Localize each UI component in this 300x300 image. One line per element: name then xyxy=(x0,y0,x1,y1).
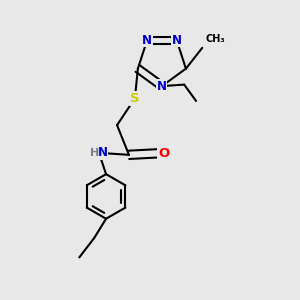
Text: H: H xyxy=(89,148,99,158)
Text: N: N xyxy=(172,34,182,47)
Text: CH₃: CH₃ xyxy=(206,34,226,44)
Text: N: N xyxy=(157,80,167,93)
Text: N: N xyxy=(142,34,152,47)
Text: O: O xyxy=(158,147,169,160)
Text: N: N xyxy=(98,146,108,159)
Text: S: S xyxy=(130,92,140,105)
